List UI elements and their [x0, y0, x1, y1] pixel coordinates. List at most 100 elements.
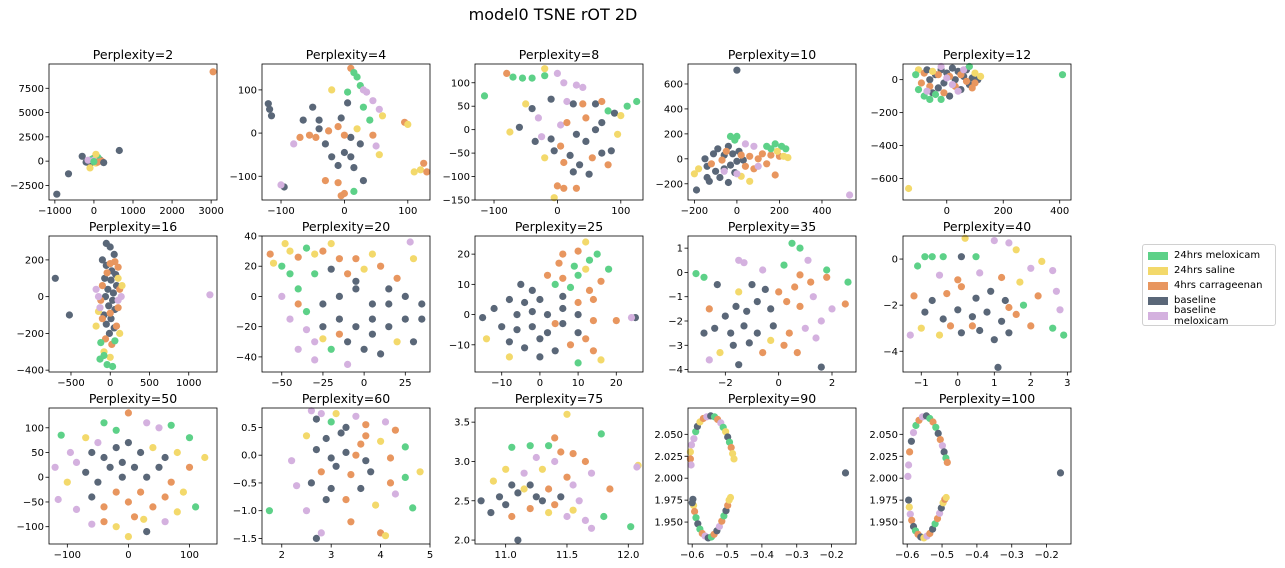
data-point [340, 148, 348, 157]
data-point [327, 265, 335, 273]
data-point [315, 116, 323, 124]
data-point [908, 516, 916, 524]
data-point [307, 407, 315, 415]
data-point [551, 501, 559, 509]
legend-item: 24hrs meloxicam [1148, 248, 1270, 263]
x-tick-label: 400 [812, 206, 831, 217]
x-tick-label: 0 [775, 378, 781, 389]
data-point [514, 536, 522, 544]
data-point [746, 177, 754, 185]
data-point [976, 269, 984, 277]
x-tick-label: 3000 [198, 206, 223, 217]
data-point [319, 335, 327, 343]
data-point [327, 418, 335, 426]
axes-frame [261, 63, 431, 201]
data-point [302, 507, 311, 515]
data-point [391, 490, 399, 498]
data-point [94, 293, 103, 301]
y-tick-label: −400 [17, 366, 44, 377]
data-point [352, 412, 360, 420]
subplot: Perplexity=100 −0.6 −0.5 −0.4 −0.3 −0.2 1.950 1… [869, 391, 1072, 561]
data-point [490, 304, 498, 313]
data-point [498, 323, 506, 331]
x-tick-label: −0.3 [785, 550, 809, 561]
data-point [502, 501, 510, 509]
data-point [612, 317, 620, 325]
data-point [551, 280, 559, 288]
axes-frame [902, 63, 1072, 201]
data-point [112, 523, 120, 531]
data-point [520, 485, 528, 493]
data-point [823, 273, 831, 281]
data-point [972, 253, 980, 261]
data-point [334, 123, 342, 131]
data-point [713, 281, 721, 289]
data-point [575, 497, 583, 505]
data-point [780, 341, 788, 349]
data-point [905, 496, 913, 504]
x-tick-label: −100 [54, 550, 81, 561]
legend-swatch [1148, 251, 1168, 260]
data-point [406, 238, 414, 246]
data-point [928, 253, 936, 261]
y-tick-label: −200 [17, 329, 44, 340]
data-point [587, 524, 596, 532]
data-point [914, 262, 922, 270]
data-point [86, 164, 94, 172]
data-point [140, 515, 148, 523]
data-point [714, 145, 722, 153]
data-point [350, 164, 358, 172]
data-point [106, 243, 114, 251]
data-point [124, 533, 132, 541]
data-point [753, 298, 761, 306]
data-point [508, 443, 516, 451]
data-point [294, 253, 302, 261]
data-point [906, 448, 914, 456]
data-point [547, 95, 555, 103]
data-point [482, 335, 491, 343]
data-point [912, 71, 920, 79]
legend-label: 24hrs saline [1174, 265, 1235, 276]
y-tick-label: 200 [664, 129, 683, 140]
data-point [335, 292, 343, 300]
y-tick-label: 0 [464, 125, 470, 136]
data-point [352, 255, 360, 263]
data-point [695, 165, 703, 173]
data-point [311, 338, 319, 346]
data-point [606, 485, 614, 493]
data-point [185, 463, 194, 471]
x-tick-label: 200 [770, 206, 789, 217]
y-tick-label: 2.025 [654, 452, 683, 463]
data-point [1056, 306, 1064, 314]
data-point [94, 439, 102, 447]
data-point [934, 429, 942, 437]
data-point [569, 506, 577, 514]
data-point [137, 488, 145, 496]
data-point [112, 444, 120, 452]
data-point [1038, 257, 1046, 265]
legend-label: baseline meloxicam [1174, 304, 1229, 327]
data-point [735, 361, 743, 369]
data-point [703, 173, 711, 182]
data-point [721, 312, 729, 320]
y-tick-label: 600 [664, 79, 683, 90]
data-point [209, 68, 217, 76]
data-point [124, 439, 132, 447]
subplot: Perplexity=8 −100 0 100 −150 −100 −50 0 50 100 [443, 47, 644, 217]
x-tick-label: 1000 [120, 206, 145, 217]
axes-frame [261, 407, 431, 545]
data-point [206, 291, 214, 299]
data-point [356, 140, 364, 148]
data-point [935, 271, 944, 279]
data-point [509, 73, 517, 81]
scatter-series [51, 239, 214, 371]
scatter-series [904, 412, 1065, 542]
data-point [386, 479, 395, 487]
x-tick-label: 0 [125, 550, 131, 561]
data-point [107, 315, 115, 323]
y-tick-label: −200 [656, 179, 683, 190]
data-point [334, 161, 342, 170]
data-point [767, 336, 775, 344]
data-point [293, 482, 301, 490]
data-point [84, 156, 92, 164]
